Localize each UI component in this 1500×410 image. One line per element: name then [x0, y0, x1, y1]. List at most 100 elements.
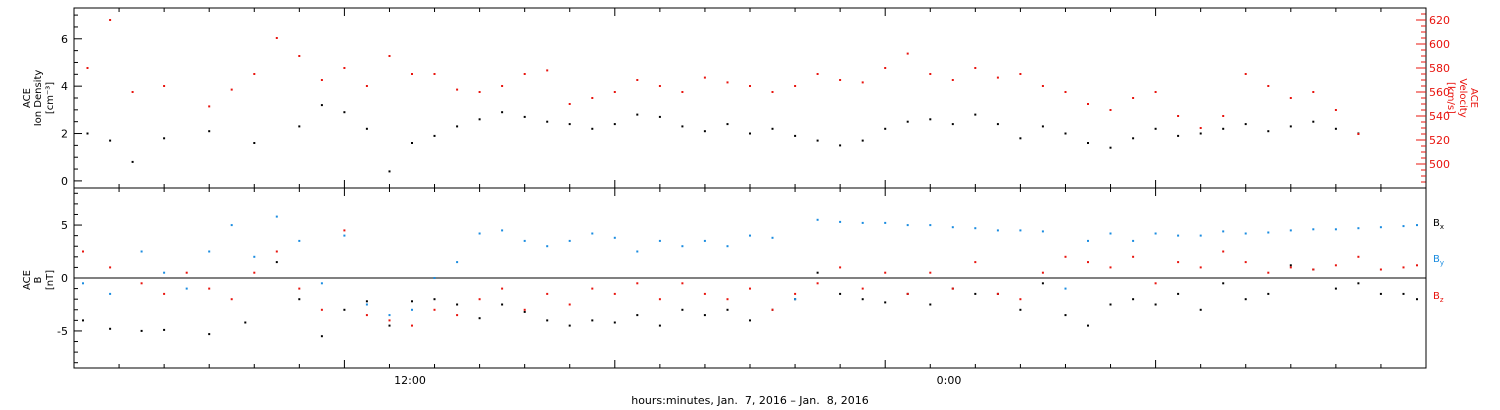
data-point: [884, 301, 887, 304]
data-point: [1334, 127, 1337, 130]
data-point: [140, 329, 143, 332]
b-field-axis-title-line-1: ACE: [22, 270, 33, 290]
data-point: [839, 266, 842, 269]
data-point: [929, 224, 932, 227]
data-point: [613, 91, 616, 93]
data-point: [1177, 292, 1180, 295]
data-point: [1132, 255, 1135, 258]
data-point: [1041, 282, 1044, 285]
density-axis-title-line-1: ACE: [22, 88, 33, 108]
data-point: [140, 250, 143, 253]
data-point: [275, 250, 278, 253]
data-point: [253, 142, 256, 144]
data-point: [726, 308, 729, 311]
data-point: [974, 67, 977, 69]
data-point: [726, 123, 729, 126]
data-point: [929, 271, 932, 274]
data-point: [816, 73, 819, 75]
legend-bz: Bz: [1433, 291, 1444, 304]
data-point: [82, 282, 84, 285]
data-point: [1244, 232, 1247, 235]
data-point: [658, 298, 661, 301]
data-point: [839, 292, 842, 295]
b-field-tick-label: -5: [57, 325, 68, 338]
data-point: [298, 125, 301, 128]
data-point: [1357, 282, 1360, 285]
data-point: [320, 335, 323, 338]
data-point: [1222, 127, 1225, 130]
data-point: [1064, 132, 1067, 135]
series-bx: [82, 261, 1418, 338]
data-point: [163, 292, 166, 295]
data-point: [1019, 73, 1022, 75]
data-point: [951, 287, 954, 290]
data-point: [478, 298, 481, 301]
data-point: [1222, 250, 1225, 253]
data-point: [613, 236, 616, 239]
time-axis-ticks: [73, 8, 1427, 368]
data-point: [1312, 228, 1315, 231]
data-point: [1357, 227, 1360, 230]
data-point: [1244, 123, 1247, 126]
data-point: [365, 303, 368, 306]
b-field-axis-title: ACE B [nT]: [22, 270, 56, 290]
data-point: [131, 91, 134, 93]
data-point: [906, 292, 909, 295]
data-point: [1041, 85, 1044, 87]
data-point: [703, 76, 706, 79]
data-point: [163, 271, 166, 274]
data-point: [1109, 232, 1112, 235]
data-point: [1334, 287, 1337, 290]
data-point: [1357, 133, 1360, 135]
data-point: [109, 292, 112, 295]
data-point: [456, 125, 459, 128]
velocity-tick-label: 500: [1429, 158, 1450, 171]
data-point: [1019, 229, 1022, 232]
data-point: [546, 245, 549, 248]
data-point: [343, 234, 346, 237]
data-point: [433, 277, 436, 279]
velocity-series: [86, 19, 1360, 135]
data-point: [343, 229, 346, 232]
data-point: [749, 132, 751, 135]
data-point: [861, 287, 864, 290]
velocity-axis-title-line-1: ACE: [1468, 88, 1479, 108]
data-point: [861, 81, 864, 84]
legend-bx: Bx: [1433, 218, 1444, 231]
data-point: [433, 134, 436, 137]
data-point: [388, 319, 391, 322]
data-point: [974, 261, 977, 264]
data-point: [433, 73, 436, 75]
data-point: [1087, 103, 1089, 105]
time-axis-title: hours:minutes, Jan. 7, 2016 – Jan. 8, 20…: [631, 394, 869, 407]
data-point: [613, 321, 616, 324]
data-point: [1289, 266, 1292, 269]
data-point: [703, 239, 706, 242]
data-point: [253, 255, 256, 258]
data-point: [388, 170, 391, 173]
data-point: [681, 282, 684, 285]
data-point: [456, 261, 459, 264]
data-point: [794, 85, 797, 87]
data-point: [591, 319, 594, 322]
data-point: [82, 319, 84, 322]
data-point: [1199, 266, 1202, 269]
data-point: [771, 127, 774, 130]
b-field-axis-ticks: -5 0 5: [57, 192, 82, 364]
velocity-tick-label: 580: [1429, 62, 1450, 75]
data-point: [1379, 292, 1382, 295]
data-point: [1199, 308, 1202, 311]
legend-bz-sub: z: [1440, 296, 1444, 304]
data-point: [1267, 85, 1270, 87]
data-point: [478, 317, 481, 320]
data-point: [388, 55, 391, 57]
data-point: [591, 232, 594, 235]
data-point: [1416, 224, 1418, 227]
data-point: [253, 73, 256, 75]
data-point: [1154, 282, 1157, 285]
data-point: [1199, 132, 1202, 135]
data-point: [523, 115, 526, 118]
density-axis-title: ACE Ion Density [cm⁻³]: [22, 70, 56, 127]
data-point: [230, 224, 233, 227]
